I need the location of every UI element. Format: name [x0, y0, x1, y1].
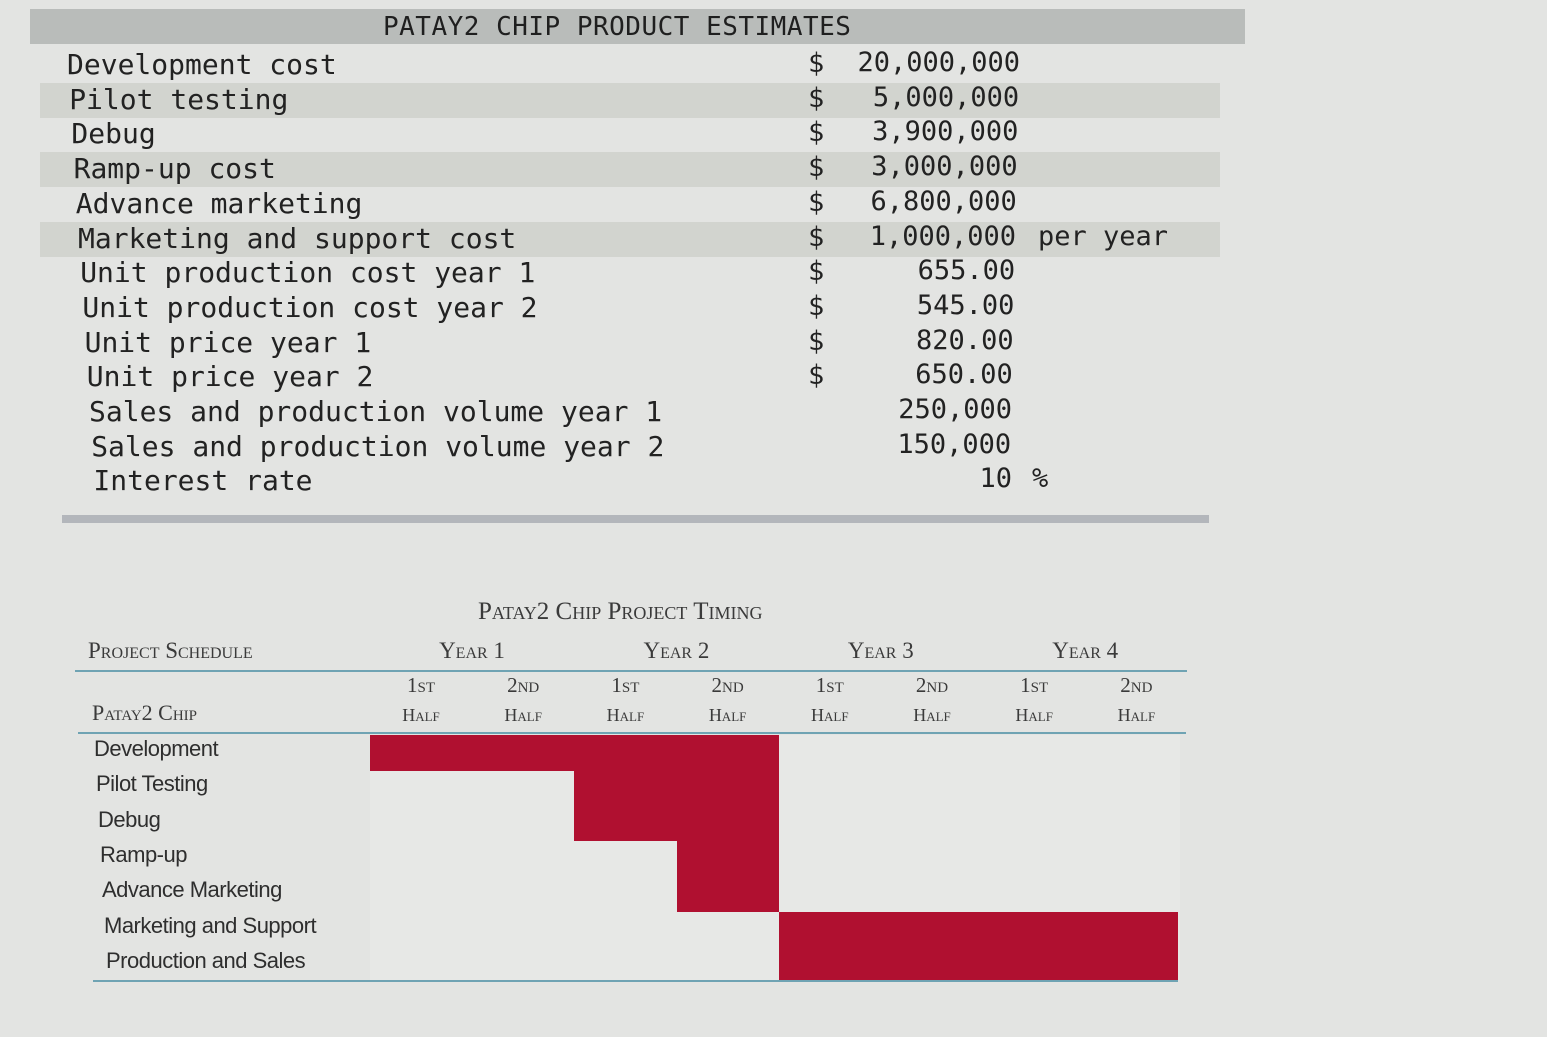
gantt-bar	[676, 840, 779, 877]
half-ordinal: 1st	[815, 673, 844, 697]
estimate-label: Unit production cost year 1	[80, 256, 536, 290]
estimate-row	[40, 82, 1220, 118]
estimate-value: 545.00	[916, 289, 1015, 321]
estimate-value: 3,000,000	[871, 151, 1018, 183]
year-label: Year 3	[847, 638, 914, 663]
estimate-currency: $	[808, 152, 825, 184]
half-label: Half	[402, 705, 440, 725]
estimate-label: Development cost	[67, 48, 337, 81]
estimate-suffix: per year	[1038, 220, 1169, 252]
estimate-label: Unit price year 1	[84, 325, 372, 359]
estimate-currency: $	[808, 290, 825, 322]
task-name: Production and Sales	[106, 947, 306, 973]
gantt-bar	[676, 876, 779, 912]
gantt-bar	[778, 911, 1178, 947]
half-label: Half	[606, 705, 645, 725]
task-name: Ramp-up	[100, 841, 187, 867]
estimate-currency: $	[808, 82, 825, 114]
task-name: Pilot Testing	[96, 771, 208, 797]
half-ordinal: 2nd	[507, 673, 540, 697]
estimate-row	[40, 117, 1220, 152]
half-label: Half	[504, 705, 542, 725]
estimate-value: 6,800,000	[870, 185, 1017, 217]
half-ordinal: 1st	[611, 673, 640, 697]
estimates-title-bar	[30, 9, 1245, 44]
half-label: Half	[708, 705, 747, 725]
estimate-value: 10	[979, 463, 1012, 495]
estimate-value: 3,900,000	[872, 116, 1019, 148]
estimate-value: 150,000	[897, 428, 1012, 460]
estimate-value: 650.00	[915, 359, 1013, 391]
estimate-label: Sales and production volume year 1	[89, 395, 663, 428]
estimate-currency: $	[808, 186, 825, 218]
half-ordinal: 2nd	[1120, 673, 1153, 697]
estimate-label: Ramp-up cost	[73, 152, 276, 186]
section-divider	[62, 515, 1209, 523]
estimate-value: 1,000,000	[869, 220, 1016, 252]
task-name: Development	[94, 736, 219, 761]
header-top-rule	[75, 670, 1187, 672]
task-name: Debug	[98, 806, 161, 832]
estimate-label: Marketing and support cost	[78, 221, 517, 255]
timing-title: Patay2 Chip Project Timing	[478, 598, 763, 625]
half-label: Half	[811, 705, 849, 725]
estimate-row	[40, 152, 1220, 188]
task-name: Advance Marketing	[102, 877, 282, 903]
estimates-title: PATAY2 CHIP PRODUCT ESTIMATES	[383, 12, 852, 42]
estimate-currency: $	[808, 48, 825, 79]
estimate-value: 655.00	[917, 255, 1016, 287]
estimate-label: Pilot testing	[69, 82, 289, 116]
estimate-suffix: %	[1032, 463, 1049, 495]
year-label: Year 4	[1052, 638, 1119, 663]
estimate-currency: $	[808, 117, 825, 149]
gantt-bar	[370, 735, 779, 771]
estimate-label: Advance marketing	[75, 186, 363, 220]
half-label: Half	[1015, 705, 1053, 725]
half-ordinal: 1st	[1020, 673, 1049, 697]
half-ordinal: 1st	[406, 673, 435, 697]
task-name: Marketing and Support	[104, 912, 317, 938]
half-label: Half	[1117, 705, 1156, 725]
estimate-value: 820.00	[916, 324, 1014, 356]
year-label: Year 1	[439, 638, 505, 663]
project-schedule-label: Project Schedule	[88, 638, 253, 663]
estimate-label: Interest rate	[93, 464, 313, 498]
gantt-bottom-rule	[93, 980, 1178, 982]
estimate-currency: $	[808, 325, 825, 357]
year-label: Year 2	[643, 638, 710, 663]
estimate-value: 5,000,000	[872, 81, 1020, 113]
half-ordinal: 2nd	[711, 673, 744, 697]
gantt-bar	[574, 770, 779, 806]
half-ordinal: 2nd	[915, 673, 949, 697]
estimate-value: 250,000	[898, 394, 1012, 425]
estimate-value: 20,000,000	[857, 47, 1020, 78]
half-label: Half	[913, 705, 951, 725]
estimate-label: Debug	[71, 117, 156, 151]
chip-label: Patay2 Chip	[92, 700, 197, 725]
estimate-label: Unit production cost year 2	[82, 290, 538, 324]
estimate-currency: $	[808, 221, 825, 253]
gantt-bar	[574, 805, 779, 842]
estimate-label: Sales and production volume year 2	[91, 429, 665, 463]
header-bottom-rule	[78, 732, 1186, 734]
estimate-label: Unit price year 2	[86, 360, 374, 394]
estimate-currency: $	[808, 256, 825, 288]
estimate-currency: $	[808, 360, 825, 392]
estimate-row	[40, 221, 1220, 257]
gantt-bar	[778, 946, 1178, 983]
